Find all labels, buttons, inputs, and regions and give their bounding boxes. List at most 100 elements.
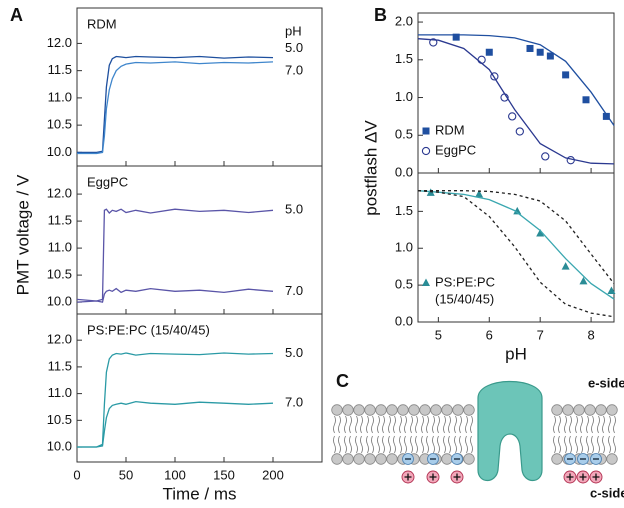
plus-sign (566, 473, 574, 481)
plus-sign (453, 473, 461, 481)
lipid-tail (333, 435, 336, 454)
marker (541, 152, 550, 161)
lipid-tail (404, 415, 407, 434)
y-tick-label: 2.0 (395, 13, 413, 28)
marker (536, 48, 544, 56)
marker (526, 44, 534, 52)
annotation: pH (285, 23, 302, 38)
lipid-head (463, 404, 475, 416)
lipid-tail (404, 435, 407, 454)
series-line (77, 352, 274, 448)
lipid-tail (613, 415, 616, 434)
x-axis-label: pH (505, 344, 527, 363)
series-line (77, 61, 274, 155)
lipid-tail (443, 435, 446, 454)
lipid-tail (382, 415, 385, 434)
y-tick-label: 11.5 (48, 358, 72, 373)
series-label: 7.0 (285, 395, 303, 410)
lipid-tail (586, 435, 589, 454)
lipid-tail (393, 415, 396, 434)
y-tick-label: 12.0 (47, 35, 72, 50)
lipid-tail (569, 435, 572, 454)
lipid-tail (575, 435, 578, 454)
lipid-tail (575, 415, 578, 434)
y-tick-label: 12.0 (47, 186, 72, 201)
lipid-tail (366, 415, 369, 434)
lipid-tail (465, 435, 468, 454)
lipid-tail (432, 435, 435, 454)
y-tick-label: 11.5 (48, 213, 72, 228)
lipid-tail (421, 435, 424, 454)
plus-sign (579, 473, 587, 481)
y-tick-label: 1.5 (395, 51, 413, 66)
marker (452, 33, 460, 41)
lipid-head (584, 404, 596, 416)
plus-sign (592, 473, 600, 481)
lipid-tail (388, 435, 391, 454)
lipid-tail (366, 435, 369, 454)
lipid-head (452, 404, 464, 416)
x-axis-label: Time / ms (163, 484, 237, 503)
lipid-tail (333, 415, 336, 434)
lipid-tail (470, 415, 473, 434)
panel-label: C (336, 371, 349, 391)
chart-title: EggPC (87, 174, 128, 189)
lipid-head (573, 404, 585, 416)
y-tick-label: 10.5 (47, 267, 72, 282)
x-tick-label: 150 (213, 467, 235, 482)
lipid-tail (608, 435, 611, 454)
lipid-tail (360, 415, 363, 434)
marker (582, 96, 590, 104)
lipid-tail (344, 435, 347, 454)
lipid-tail (608, 415, 611, 434)
lipid-tail (602, 415, 605, 434)
lipid-head (397, 404, 409, 416)
marker (508, 112, 517, 121)
x-tick-label: 6 (486, 327, 493, 342)
marker (607, 286, 616, 295)
lipid-head (353, 453, 365, 465)
marker (429, 38, 438, 47)
lipid-tail (437, 415, 440, 434)
lipid-tail (382, 435, 385, 454)
marker (477, 55, 486, 64)
marker (562, 71, 570, 79)
y-tick-label: 11.0 (48, 89, 72, 104)
plus-sign (429, 473, 437, 481)
lipid-head (463, 453, 475, 465)
lipid-head (331, 404, 343, 416)
lipid-tail (558, 415, 561, 434)
x-tick-label: 5 (435, 327, 442, 342)
lipid-tail (580, 415, 583, 434)
lipid-tail (393, 435, 396, 454)
lipid-tail (377, 435, 380, 454)
y-tick-label: 0.5 (395, 277, 413, 292)
lipid-head (562, 404, 574, 416)
y-tick-label: 1.0 (395, 89, 413, 104)
y-tick-label: 0.5 (395, 127, 413, 142)
series-label: 7.0 (285, 283, 303, 298)
lipid-tail (591, 435, 594, 454)
lipid-tail (360, 435, 363, 454)
lipid-head (353, 404, 365, 416)
lipid-tail (591, 415, 594, 434)
series-line (418, 34, 615, 126)
lipid-head (364, 404, 376, 416)
lipid-tail (338, 435, 341, 454)
lipid-tail (569, 415, 572, 434)
x-tick-label: 100 (164, 467, 186, 482)
plot-frame (417, 172, 615, 323)
y-tick-label: 10.0 (47, 294, 72, 309)
x-tick-label: 8 (587, 327, 594, 342)
series-label: 7.0 (285, 62, 303, 77)
lipid-head (386, 453, 398, 465)
marker (485, 48, 493, 56)
lipid-tail (586, 415, 589, 434)
series-label: 5.0 (285, 40, 303, 55)
lipid-tail (399, 415, 402, 434)
lipid-tail (355, 435, 358, 454)
lipid-tail (597, 435, 600, 454)
plus-sign (404, 473, 412, 481)
lipid-head (375, 404, 387, 416)
